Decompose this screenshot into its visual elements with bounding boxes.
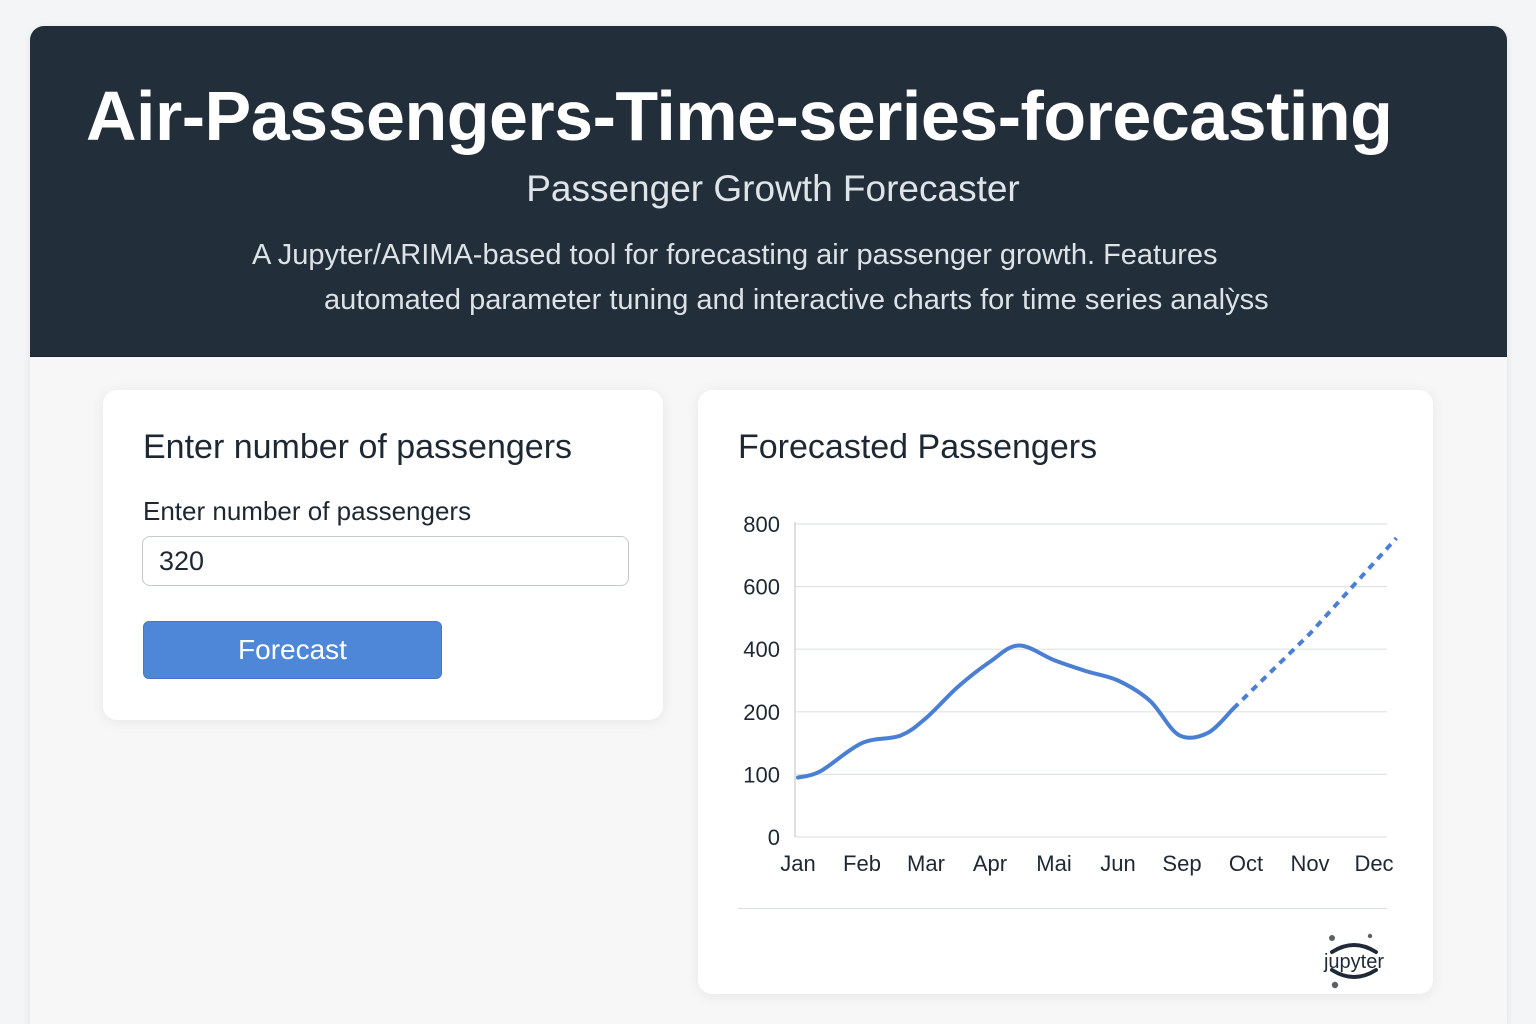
jupyter-logo-icon: jupyter: [1323, 933, 1384, 989]
input-card-title: Enter number of passengers: [143, 428, 573, 466]
page-description: A Jupyter/ARIMA-based tool for forecasti…: [252, 233, 1269, 323]
x-tick-label: Jun: [1100, 851, 1135, 876]
y-tick-label: 600: [743, 575, 780, 600]
description-line-1: A Jupyter/ARIMA-based tool for forecasti…: [252, 239, 1218, 271]
x-tick-label: Apr: [973, 851, 1007, 876]
x-tick-label: Feb: [843, 851, 881, 876]
passenger-input-card: Enter number of passengers Enter number …: [103, 390, 663, 720]
header-banner: Air-Passengers-Time-series-forecasting P…: [30, 26, 1507, 357]
x-tick-label: Mar: [907, 851, 945, 876]
forecast-button[interactable]: Forecast: [143, 621, 442, 679]
actual-series-line: [796, 643, 1236, 780]
x-tick-label: Sep: [1162, 851, 1201, 876]
forecast-line-chart: 0 100 200 400 600 800 Jan Feb Mar Apr Mai Jun Sep Oct…: [743, 512, 1398, 876]
y-tick-label: 200: [743, 700, 780, 725]
y-tick-label: 800: [743, 512, 780, 537]
passenger-count-input[interactable]: [142, 536, 629, 586]
jupyter-logo-text: jupyter: [1323, 951, 1384, 973]
passenger-field-label: Enter number of passengers: [143, 496, 472, 526]
page-title: Air-Passengers-Time-series-forecasting: [86, 77, 1393, 155]
description-line-2: automated parameter tuning and interacti…: [324, 284, 1269, 316]
chart-card-title: Forecasted Passengers: [738, 428, 1098, 466]
x-tick-label: Mai: [1036, 851, 1071, 876]
y-tick-label: 400: [743, 637, 780, 662]
x-tick-label: Dec: [1354, 851, 1393, 876]
forecast-chart-card: Forecasted Passengers 0 100 200 400 600 800 Ja…: [698, 390, 1433, 994]
chart-divider: [738, 908, 1387, 909]
x-tick-label: Oct: [1229, 851, 1263, 876]
forecast-series-line: [1231, 536, 1398, 711]
y-tick-label: 100: [743, 762, 780, 787]
x-tick-label: Jan: [780, 851, 815, 876]
y-tick-label: 0: [768, 825, 780, 850]
page-subtitle: Passenger Growth Forecaster: [526, 168, 1020, 209]
x-tick-label: Nov: [1290, 851, 1329, 876]
app-window: Air-Passengers-Time-series-forecasting P…: [30, 26, 1507, 1024]
